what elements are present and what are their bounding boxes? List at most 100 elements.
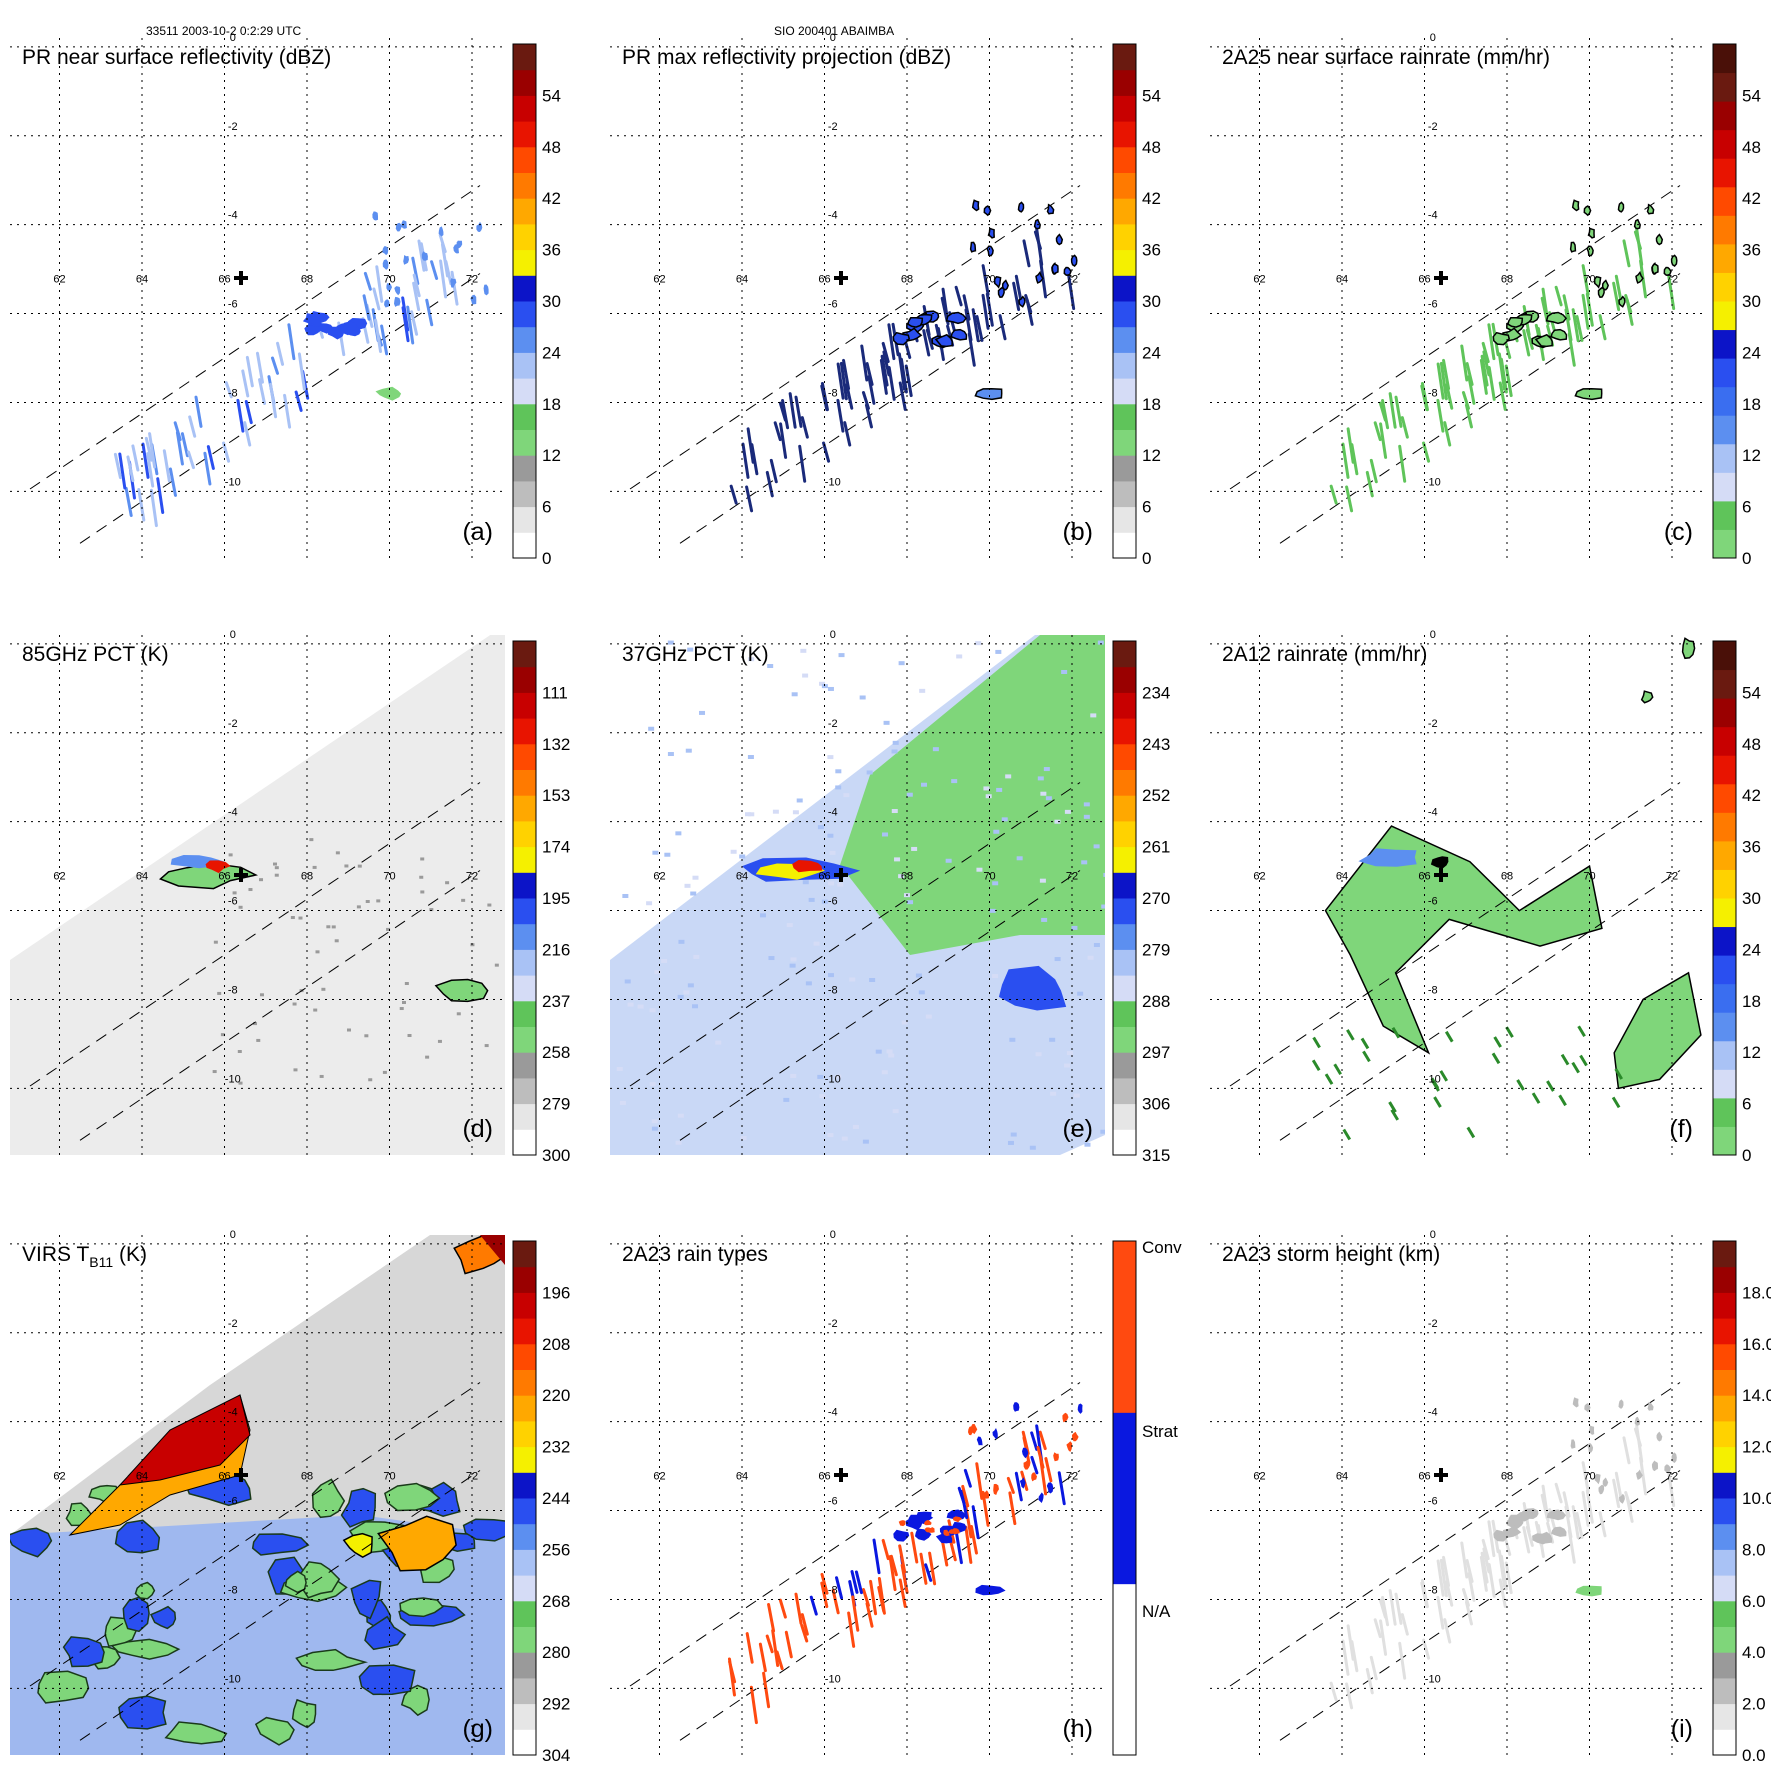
rain-streak: [794, 395, 803, 428]
colorbar-tick-label: 54: [542, 86, 561, 105]
precip-cell: [976, 1436, 983, 1446]
precip-cell: [993, 1483, 999, 1495]
tmi-pixel: [675, 831, 682, 836]
lat-tick-label: -4: [828, 1407, 838, 1419]
convective-cell: [340, 321, 357, 334]
colorbar-segment: [1713, 755, 1736, 785]
colorbar: 315 306 297 288 279 270 261 252 243 234: [1112, 640, 1170, 1165]
lat-tick-label: -4: [828, 807, 838, 819]
panel-label: (e): [1062, 1115, 1093, 1143]
tmi-pixel: [344, 864, 349, 868]
tmi-pixel: [945, 858, 952, 863]
colorbar-tick-label: 24: [1742, 940, 1761, 959]
rain-streak: [1624, 1491, 1633, 1511]
tmi-pixel: [894, 857, 901, 862]
pr-swath-edge: [1279, 1470, 1681, 1741]
tmi-pixel: [813, 941, 820, 946]
colorbar-tick-label: 36: [1142, 241, 1161, 260]
lat-tick-label: -6: [1428, 299, 1438, 311]
tmi-pixel: [992, 881, 999, 886]
rain-streak: [1461, 391, 1470, 410]
tmi-pixel: [675, 1140, 682, 1145]
precip-cell: [382, 259, 389, 270]
colorbar-segment: [1713, 1703, 1736, 1730]
lat-tick-label: -10: [225, 1673, 241, 1685]
colorbar-segment: [513, 666, 536, 693]
colorbar-segment: [513, 429, 536, 456]
convective-cell: [946, 1509, 967, 1521]
lon-tick-label: 68: [301, 1470, 313, 1482]
rain-streak: [1571, 308, 1580, 343]
rain-streak: [962, 294, 971, 321]
storm-center-marker: [234, 1468, 248, 1482]
rain-streak: [1497, 352, 1506, 391]
colorbar-segment: [1713, 1652, 1736, 1679]
colorbar-segment: [1713, 840, 1736, 870]
tmi-pixel: [886, 1049, 893, 1054]
tmi-pixel: [1071, 925, 1078, 930]
lon-tick-label: 66: [1418, 870, 1430, 882]
panel-title: 85GHz PCT (K): [22, 643, 169, 666]
rain-streak: [877, 1585, 886, 1613]
precip-cell: [1055, 233, 1064, 246]
rain-streak: [1667, 273, 1676, 311]
pr-swath-edge: [629, 782, 1081, 1087]
colorbar-tick-label: 36: [542, 241, 561, 260]
tmi-pixel: [802, 880, 809, 885]
tmi-pixel: [272, 862, 277, 866]
lon-tick-label: 70: [983, 870, 995, 882]
rain-streak: [881, 1538, 890, 1561]
rain-streak: [372, 287, 381, 311]
pr-swath-edge: [1229, 185, 1681, 490]
rain-region: [1324, 825, 1603, 1055]
rain-streak: [1006, 1476, 1015, 1495]
colorbar-tick-label: 244: [542, 1489, 570, 1508]
tmi-pixel: [1045, 796, 1052, 801]
tmi-pixel: [892, 740, 899, 745]
rain-streak: [998, 314, 1007, 341]
tmi-pixel: [274, 873, 279, 877]
colorbar-segment: [1113, 44, 1136, 71]
precip-cell: [969, 241, 977, 253]
precip-cell: [1663, 266, 1672, 276]
pr-swath-edge: [1279, 870, 1681, 1141]
convective-cell: [952, 1528, 960, 1535]
rain-streak: [749, 1685, 758, 1725]
lat-tick-label: -2: [228, 1318, 238, 1330]
tmi-pixel: [368, 1078, 373, 1082]
tmi-pixel: [1061, 669, 1068, 674]
precip-cell: [1023, 1460, 1031, 1470]
pr-swath-edge: [679, 870, 1081, 1141]
rain-streak: [1558, 1094, 1567, 1107]
convective-cell: [302, 313, 320, 325]
precip-cell: [1063, 266, 1072, 276]
rain-streak: [1360, 1037, 1370, 1050]
rain-streak: [831, 1588, 840, 1615]
lat-lon-grid: 62 64 66 68 70 72 0 -2 -4 -6 -8 -10: [10, 1229, 505, 1755]
rain-streak: [888, 1555, 897, 1592]
rain-streak: [144, 436, 153, 462]
rain-streak: [222, 441, 231, 463]
rain-streak: [771, 1629, 780, 1668]
pr-swath-edge: [679, 1470, 1081, 1741]
colorbar-segment: [1113, 249, 1136, 276]
colorbar-segment: [1113, 769, 1136, 796]
lat-tick-label: -2: [828, 1318, 838, 1330]
precip-cell: [975, 1584, 1006, 1596]
rain-streak: [1433, 1096, 1442, 1108]
colorbar-segment: [1713, 129, 1736, 159]
precip-cell: [1046, 1482, 1054, 1494]
rain-streak: [1324, 1073, 1334, 1085]
lon-tick-label: 70: [1583, 1470, 1595, 1482]
colorbar-tick-label: 270: [1142, 889, 1170, 908]
colorbar-segment: [1713, 669, 1736, 699]
cloud-cell: [62, 1636, 105, 1668]
colorbar-segment: [1113, 506, 1136, 533]
convective-cell: [953, 1516, 963, 1523]
colorbar-segment: [1713, 243, 1736, 273]
colorbar-segment: [513, 975, 536, 1002]
tmi-pixel: [786, 923, 793, 928]
precip-cell: [1072, 1431, 1079, 1442]
rain-streak: [113, 452, 122, 480]
rain-streak: [1400, 1613, 1409, 1636]
